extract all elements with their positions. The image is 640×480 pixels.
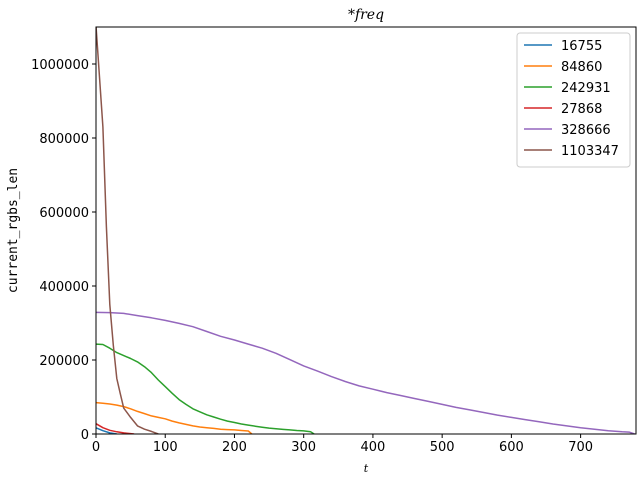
x-tick-label: 300 (291, 440, 316, 455)
x-tick-label: 100 (153, 440, 178, 455)
x-axis: 0 100 200 300 400 500 600 700 (92, 434, 593, 455)
series-line-1103347 (96, 27, 159, 434)
series-line-84860 (96, 401, 253, 434)
x-tick-label: 700 (568, 440, 593, 455)
series-line-27868 (96, 423, 135, 434)
series-line-16755 (96, 427, 117, 434)
legend: 16755 84860 242931 27868 328666 1103347 (516, 32, 631, 168)
x-tick-label: 400 (361, 440, 386, 455)
x-axis-label: t (364, 462, 369, 475)
x-tick-label: 200 (222, 440, 247, 455)
y-tick-label: 400000 (39, 280, 89, 295)
legend-label-1103347: 1103347 (561, 144, 619, 159)
x-tick-label: 0 (92, 440, 100, 455)
y-tick-label: 0 (81, 428, 89, 443)
y-tick-label: 200000 (39, 354, 89, 369)
series-lines (96, 27, 635, 434)
y-axis-label: current_rgbs_len (6, 168, 21, 293)
legend-label-16755: 16755 (561, 39, 602, 54)
y-tick-label: 600000 (39, 206, 89, 221)
plot-frame (95, 26, 637, 435)
series-line-242931 (96, 343, 315, 434)
series-line-328666 (96, 311, 635, 434)
legend-label-328666: 328666 (561, 123, 611, 138)
x-tick-label: 500 (430, 440, 455, 455)
y-tick-label: 1000000 (31, 58, 89, 73)
legend-label-27868: 27868 (561, 102, 602, 117)
y-axis: 0 200000 400000 600000 800000 1000000 (31, 58, 96, 443)
chart-title: *freq (348, 7, 384, 23)
legend-label-84860: 84860 (561, 60, 602, 75)
y-tick-label: 800000 (39, 132, 89, 147)
legend-label-242931: 242931 (561, 81, 611, 96)
x-tick-label: 600 (499, 440, 524, 455)
